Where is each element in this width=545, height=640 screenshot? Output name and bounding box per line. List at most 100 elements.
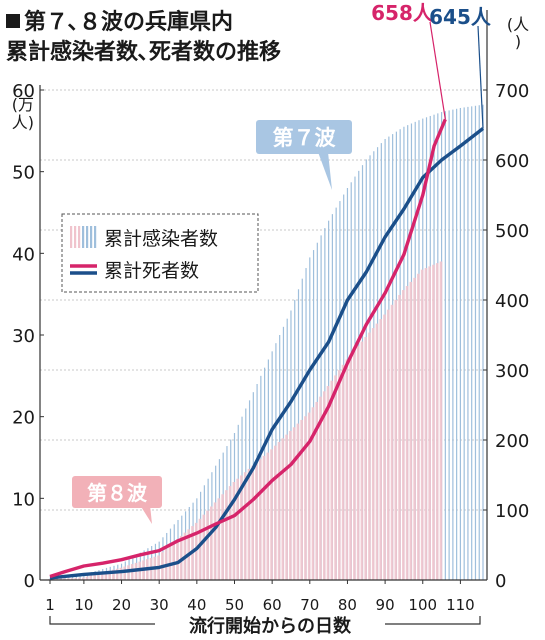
wave8-infection-bar bbox=[345, 359, 349, 580]
right-tick-label: 500 bbox=[495, 221, 529, 242]
wave8-infection-bar bbox=[405, 286, 409, 580]
wave8-infection-bar bbox=[66, 578, 70, 580]
right-tick-label: 600 bbox=[495, 151, 529, 172]
right-axis-unit: ) bbox=[515, 32, 521, 51]
wave7-infection-bar bbox=[471, 106, 473, 580]
x-tick-label: 1 bbox=[45, 596, 55, 614]
legend-bar-swatch bbox=[74, 226, 77, 248]
wave8-infection-bar bbox=[127, 565, 130, 580]
left-tick-label: 60 bbox=[12, 81, 35, 102]
wave8-infection-bar bbox=[330, 380, 334, 580]
wave8-infection-bar bbox=[292, 427, 296, 580]
wave8-infection-bar bbox=[59, 578, 62, 580]
legend-bar-swatch bbox=[70, 226, 73, 248]
x-tick-label: 110 bbox=[446, 596, 475, 614]
wave8-infection-bar bbox=[194, 522, 198, 580]
wave7-infection-bar bbox=[463, 107, 465, 580]
legend-bar-swatch bbox=[94, 226, 97, 248]
wave8-infection-bar bbox=[439, 261, 443, 580]
wave8-infection-bar bbox=[319, 396, 322, 580]
x-tick-label: 90 bbox=[376, 596, 395, 614]
wave8-infection-bar bbox=[424, 268, 428, 580]
wave8-infection-bar bbox=[270, 449, 273, 580]
x-tick-label: 60 bbox=[263, 596, 282, 614]
left-tick-label: 30 bbox=[12, 326, 35, 347]
title-line-1: 第７､８波の兵庫県内 bbox=[24, 10, 234, 35]
x-tick-label: 30 bbox=[150, 596, 169, 614]
wave7-label-pointer bbox=[318, 152, 332, 190]
wave8-infection-bar bbox=[210, 506, 213, 580]
wave8-label: 第８波 bbox=[87, 481, 148, 505]
wave7-infection-bar bbox=[68, 576, 70, 580]
wave7-infection-bar bbox=[75, 575, 77, 580]
title-bullet bbox=[6, 14, 20, 28]
wave8-infection-bar bbox=[236, 478, 239, 580]
wave8-death-line bbox=[49, 118, 447, 579]
left-tick-label: 40 bbox=[12, 244, 35, 265]
wave8-end-pointer bbox=[429, 21, 446, 120]
left-tick-label: 10 bbox=[12, 489, 35, 510]
wave8-infection-bar bbox=[247, 468, 251, 580]
right-axis-unit: (人 bbox=[507, 15, 529, 34]
wave8-infection-bar bbox=[274, 445, 277, 580]
wave8-infection-bar bbox=[281, 438, 285, 580]
wave7-label: 第７波 bbox=[273, 126, 337, 150]
wave8-infection-bar bbox=[398, 294, 401, 580]
wave8-infection-bar bbox=[383, 314, 386, 580]
wave8-infection-bar bbox=[349, 355, 352, 580]
wave8-infection-bar bbox=[311, 407, 315, 580]
wave8-infection-bar bbox=[371, 328, 375, 580]
wave8-infection-bar bbox=[198, 518, 202, 580]
wave8-infection-bar bbox=[356, 346, 360, 580]
legend-bar-swatch bbox=[82, 226, 85, 248]
wave8-infection-bar bbox=[285, 434, 288, 580]
right-tick-label: 200 bbox=[495, 431, 529, 452]
wave8-infection-bar bbox=[74, 577, 78, 580]
wave8-infection-bar bbox=[202, 514, 206, 580]
wave8-infection-bar bbox=[81, 577, 85, 580]
wave8-infection-bar bbox=[172, 542, 175, 580]
wave8-infection-bar bbox=[322, 391, 326, 580]
wave8-infection-bar bbox=[262, 455, 266, 580]
wave8-infection-bar bbox=[296, 423, 300, 580]
wave8-infection-bar bbox=[428, 266, 431, 580]
wave8-end-value: 658人 bbox=[371, 1, 434, 25]
wave7-infection-bar bbox=[467, 106, 469, 580]
right-tick-label: 400 bbox=[495, 291, 529, 312]
x-tick-label: 40 bbox=[187, 596, 206, 614]
wave8-infection-bar bbox=[409, 281, 413, 580]
wave8-infection-bar bbox=[78, 577, 81, 580]
wave8-infection-bar bbox=[251, 465, 255, 580]
wave8-infection-bar bbox=[341, 364, 345, 580]
right-tick-label: 300 bbox=[495, 361, 529, 382]
legend-bars-label: 累計感染者数 bbox=[104, 228, 218, 250]
wave7-infection-bar bbox=[448, 110, 450, 581]
wave8-label-box bbox=[72, 476, 162, 508]
wave7-infection-bar bbox=[60, 577, 62, 580]
wave8-label-pointer bbox=[140, 505, 152, 524]
x-tick-label: 100 bbox=[408, 596, 437, 614]
wave8-infection-bar bbox=[413, 277, 416, 580]
left-axis-unit: (万 bbox=[12, 95, 34, 114]
wave8-infection-bar bbox=[432, 264, 435, 580]
wave8-infection-bar bbox=[85, 576, 89, 580]
wave8-infection-bar bbox=[89, 575, 93, 580]
wave8-infection-bar bbox=[277, 441, 281, 580]
wave8-infection-bar bbox=[379, 319, 383, 580]
x-axis-label-bg bbox=[155, 614, 385, 636]
left-tick-label: 0 bbox=[24, 571, 35, 592]
wave8-infection-bar bbox=[63, 578, 66, 580]
wave8-infection-bar bbox=[104, 571, 108, 580]
wave8-infection-bar bbox=[217, 498, 221, 580]
wave8-infection-bar bbox=[97, 573, 100, 580]
wave8-infection-bar bbox=[232, 482, 236, 580]
wave8-infection-bar bbox=[123, 566, 127, 580]
legend-bar-swatch bbox=[78, 226, 81, 248]
wave8-infection-bar bbox=[390, 304, 394, 580]
wave8-infection-bar bbox=[402, 290, 405, 580]
wave8-infection-bar bbox=[93, 574, 96, 580]
wave8-infection-bar bbox=[266, 452, 270, 580]
wave7-infection-bar bbox=[456, 108, 458, 581]
